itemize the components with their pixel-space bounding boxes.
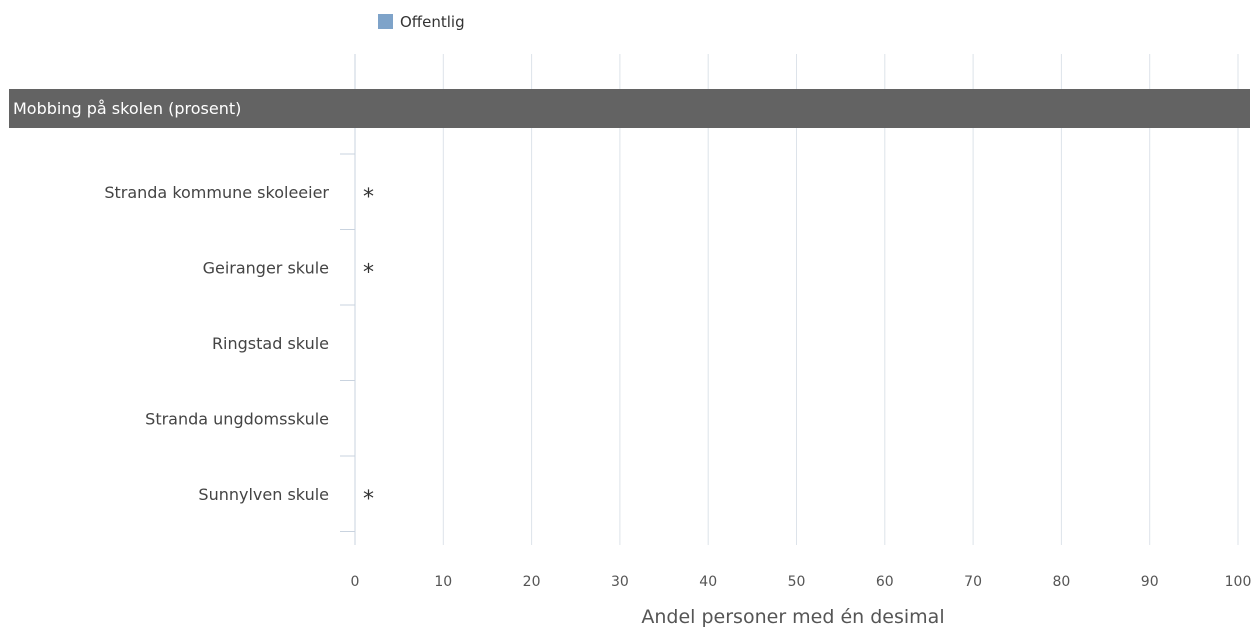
x-axis-title: Andel personer med én desimal: [641, 606, 944, 628]
x-tick-label: 90: [1141, 574, 1159, 590]
section-header: Mobbing på skolen (prosent): [9, 89, 1250, 128]
x-tick-label: 80: [1052, 574, 1070, 590]
category-label: Stranda kommune skoleeier: [104, 183, 329, 202]
legend-swatch: [378, 14, 393, 29]
legend[interactable]: Offentlig: [378, 13, 465, 31]
data-label: *: [363, 487, 374, 512]
x-tick-label: 60: [876, 574, 894, 590]
x-tick-label: 100: [1225, 574, 1252, 590]
grid-lines: [340, 54, 1239, 545]
category-label: Sunnylven skule: [198, 485, 329, 504]
x-tick-label: 70: [964, 574, 982, 590]
section-header-label: Mobbing på skolen (prosent): [13, 99, 241, 118]
data-labels: * * *: [363, 185, 374, 512]
legend-label: Offentlig: [400, 13, 465, 31]
x-tick-label: 30: [611, 574, 629, 590]
x-tick-label: 20: [523, 574, 541, 590]
x-tick-labels: 0 10 20 30 40 50 60 70 80 90 100: [351, 574, 1252, 590]
section-header-bar: [9, 89, 1250, 128]
x-tick-label: 10: [434, 574, 452, 590]
x-tick-label: 50: [788, 574, 806, 590]
category-labels: Stranda kommune skoleeier Geiranger skule…: [104, 183, 329, 504]
data-label: *: [363, 261, 374, 286]
category-label: Geiranger skule: [203, 258, 329, 277]
category-label: Ringstad skule: [212, 334, 329, 353]
data-label: *: [363, 185, 374, 210]
x-tick-label: 0: [351, 574, 360, 590]
category-label: Stranda ungdomsskule: [145, 409, 329, 428]
x-tick-label: 40: [699, 574, 717, 590]
